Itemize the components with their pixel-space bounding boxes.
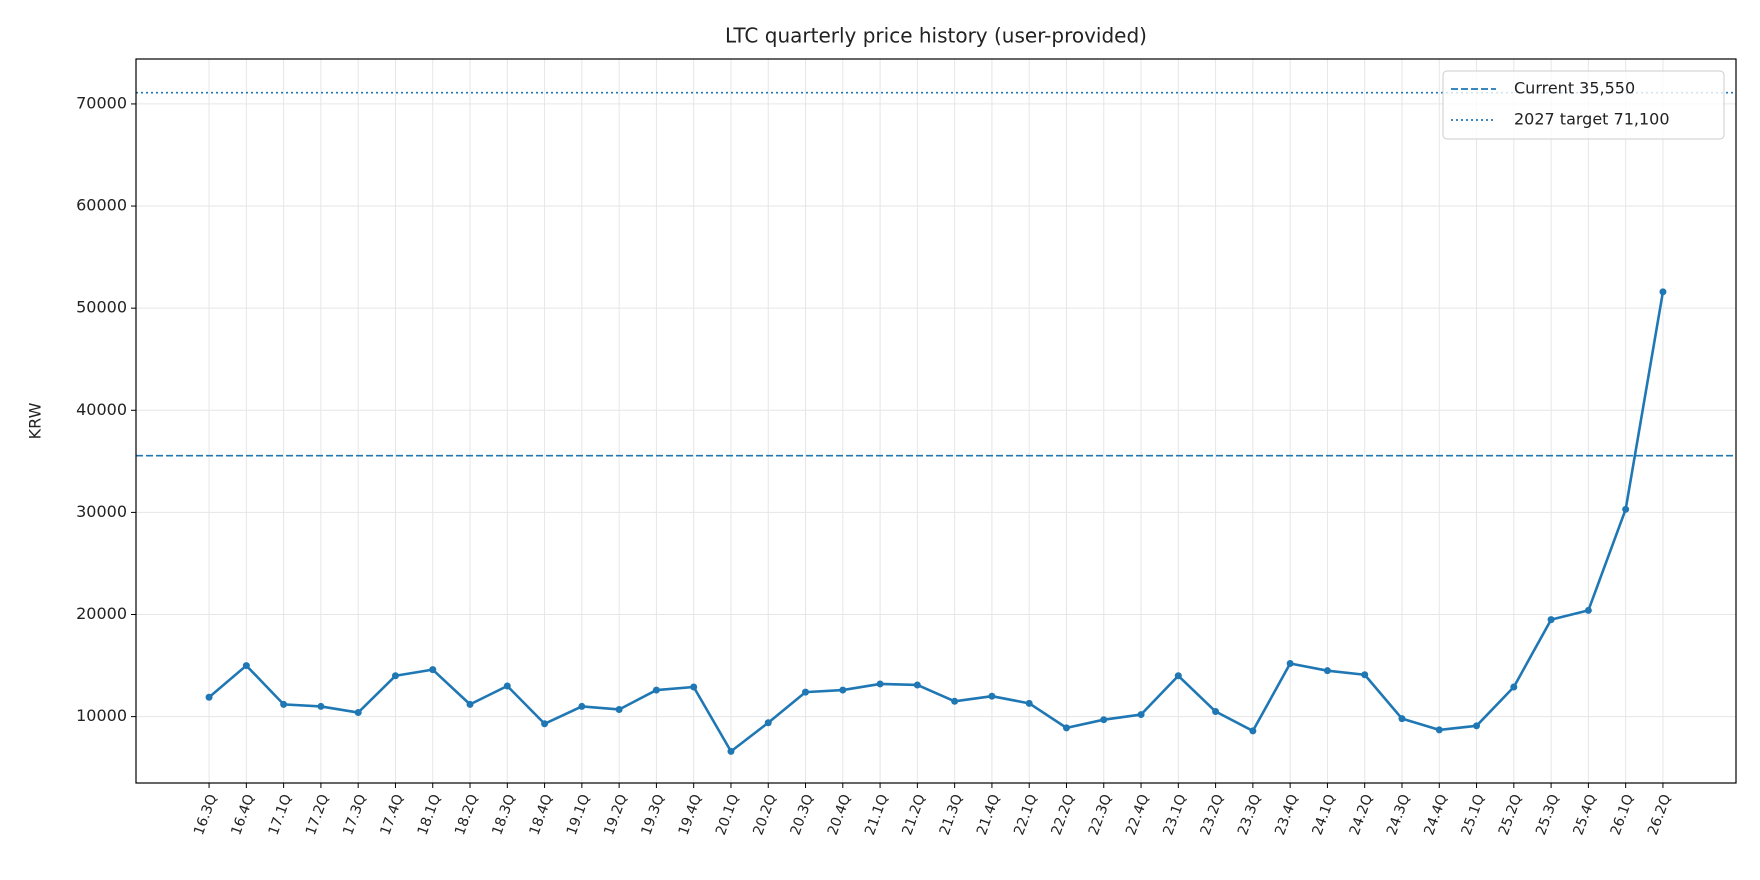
x-tick-label: 16.4Q — [228, 792, 257, 837]
x-tick-label: 24.1Q — [1309, 792, 1338, 837]
point — [1510, 683, 1518, 691]
x-tick-label: 17.2Q — [303, 792, 332, 837]
point — [578, 702, 586, 710]
x-tick-label: 25.2Q — [1496, 792, 1525, 837]
point — [466, 700, 474, 708]
y-tick-label: 70000 — [76, 93, 127, 112]
legend-label: Current 35,550 — [1514, 79, 1635, 98]
point — [1249, 727, 1257, 735]
point — [503, 682, 511, 690]
point — [1398, 715, 1406, 723]
point — [242, 662, 250, 670]
point — [839, 686, 847, 694]
x-tick-label: 21.3Q — [937, 792, 966, 837]
x-tick-label: 20.1Q — [713, 792, 742, 837]
point — [988, 692, 996, 700]
point — [876, 680, 884, 688]
x-tick-label: 23.1Q — [1160, 792, 1189, 837]
legend-box — [1442, 70, 1725, 140]
x-tick-label: 20.2Q — [750, 792, 779, 837]
x-tick-label: 20.3Q — [788, 792, 817, 837]
x-tick-label: 18.2Q — [452, 792, 481, 837]
x-tick-label: 22.2Q — [1049, 792, 1078, 837]
point — [280, 700, 288, 708]
point — [391, 672, 399, 680]
x-tick-label: 19.1Q — [564, 792, 593, 837]
point — [913, 681, 921, 689]
x-tick-label: 19.2Q — [601, 792, 630, 837]
point — [1659, 288, 1667, 296]
legend-label: 2027 target 71,100 — [1514, 110, 1670, 129]
point — [1286, 660, 1294, 668]
x-tick-label: 17.4Q — [378, 792, 407, 837]
point — [690, 683, 698, 691]
point — [652, 686, 660, 694]
x-tick-label: 19.3Q — [638, 792, 667, 837]
point — [1473, 722, 1481, 730]
point — [429, 666, 437, 674]
price-line — [208, 291, 1665, 753]
y-axis-label: KRW — [26, 402, 45, 439]
x-tick-label: 21.2Q — [899, 792, 928, 837]
point — [727, 747, 735, 755]
x-tick-label: 25.1Q — [1459, 792, 1488, 837]
y-tick-label: 60000 — [76, 196, 127, 215]
x-tick-label: 24.2Q — [1347, 792, 1376, 837]
x-tick-label: 25.3Q — [1533, 792, 1562, 837]
y-tick-label: 40000 — [76, 400, 127, 419]
point — [541, 720, 549, 728]
point — [1100, 716, 1108, 724]
point — [1062, 724, 1070, 732]
x-tick-label: 18.3Q — [489, 792, 518, 837]
point — [1547, 616, 1555, 624]
point — [802, 688, 810, 696]
point — [1025, 699, 1033, 707]
x-tick-label: 23.2Q — [1198, 792, 1227, 837]
plot-frame — [135, 58, 1737, 784]
x-tick-label: 20.4Q — [825, 792, 854, 837]
x-tick-label: 26.1Q — [1608, 792, 1637, 837]
point — [615, 705, 623, 713]
x-tick-label: 23.3Q — [1235, 792, 1264, 837]
point — [1174, 672, 1182, 680]
point — [1622, 505, 1630, 513]
y-tick-label: 30000 — [76, 502, 127, 521]
point — [1361, 671, 1369, 679]
x-tick-label: 18.1Q — [415, 792, 444, 837]
point — [317, 702, 325, 710]
point — [764, 719, 772, 727]
x-tick-label: 22.1Q — [1011, 792, 1040, 837]
x-tick-label: 17.1Q — [266, 792, 295, 837]
x-tick-label: 17.3Q — [340, 792, 369, 837]
x-tick-label: 24.3Q — [1384, 792, 1413, 837]
x-tick-label: 22.4Q — [1123, 792, 1152, 837]
point — [205, 693, 213, 701]
x-tick-label: 21.4Q — [974, 792, 1003, 837]
x-tick-label: 16.3Q — [191, 792, 220, 837]
x-tick-label: 24.4Q — [1421, 792, 1450, 837]
point — [1323, 667, 1331, 675]
x-tick-label: 21.1Q — [862, 792, 891, 837]
x-tick-label: 22.3Q — [1086, 792, 1115, 837]
x-tick-label: 26.2Q — [1645, 792, 1674, 837]
x-tick-label: 18.4Q — [527, 792, 556, 837]
point — [354, 709, 362, 717]
x-tick-label: 19.4Q — [676, 792, 705, 837]
point — [951, 697, 959, 705]
point — [1584, 606, 1592, 614]
x-tick-label: 25.4Q — [1570, 792, 1599, 837]
y-tick-label: 50000 — [76, 298, 127, 317]
y-tick-label: 20000 — [76, 604, 127, 623]
point — [1435, 726, 1443, 734]
point — [1137, 711, 1145, 719]
y-tick-label: 10000 — [76, 706, 127, 725]
point — [1212, 708, 1220, 716]
chart-title: LTC quarterly price history (user-provid… — [725, 24, 1147, 48]
x-tick-label: 23.4Q — [1272, 792, 1301, 837]
